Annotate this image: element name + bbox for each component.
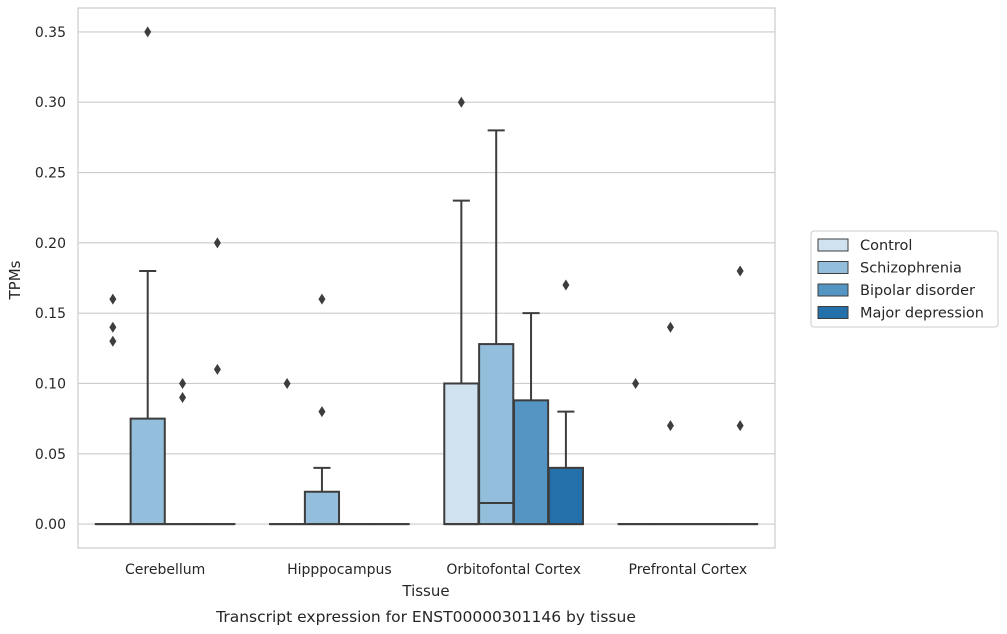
boxes-layer [94,26,759,526]
legend-swatch [817,238,849,252]
legend: Control Schizophrenia Bipolar disorder Majo… [810,230,999,328]
x-tick-label: Cerebellum [125,562,205,578]
legend-items: Control Schizophrenia Bipolar disorder Majo… [817,238,984,322]
box-group [199,237,236,526]
gridlines [78,31,775,525]
box-group [303,293,341,526]
outlier-point [736,265,744,277]
outlier-point [666,321,674,333]
box-group [512,312,550,526]
y-tick-label: 0.20 [35,236,66,252]
box-body [478,343,515,526]
box-body [129,417,166,526]
y-tick-label: 0.15 [35,306,66,322]
outlier-point [666,420,674,432]
box-group [94,293,131,526]
outlier-point [179,377,187,389]
outlier-point [318,406,326,418]
legend-swatch [817,306,849,319]
outlier-point [144,26,152,38]
outlier-point [318,293,326,305]
y-tick-labels: 0.00 0.05 0.10 0.15 0.20 0.25 0.30 0.35 [35,25,66,533]
outlier-point [736,420,744,432]
box-group [478,129,515,526]
box-group [443,96,480,526]
outlier-point [457,96,465,108]
box-body [512,399,550,526]
box-group [722,265,759,526]
legend-frame [810,230,999,328]
y-tick-label: 0.00 [35,517,66,533]
box-body [443,382,480,526]
y-tick-label: 0.35 [35,25,66,41]
legend-label: Bipolar disorder [860,283,975,299]
y-tick-label: 0.05 [35,447,66,463]
outlier-point [283,377,291,389]
y-tick-label: 0.10 [35,376,66,392]
x-tick-label: Hipppocampus [287,562,392,578]
legend-swatch [817,261,849,274]
box-group [617,377,654,526]
outlier-point [179,392,187,404]
outlier-point [562,279,570,291]
legend-label: Control [860,238,912,254]
box-group [547,279,584,526]
box-group [269,377,306,526]
y-axis-label: TPMs [6,260,24,300]
outlier-point [109,293,117,305]
plot-area-frame [77,7,776,549]
y-tick-label: 0.30 [35,95,66,111]
x-tick-label: Orbitofontal Cortex [446,562,581,578]
outlier-point [632,377,640,389]
box-group [129,26,166,526]
outlier-point [213,237,221,249]
legend-swatch [817,283,849,297]
outlier-point [213,363,221,375]
box-group [652,321,689,526]
x-tick-labels: Cerebellum Hipppocampus Orbitofontal Corte… [125,562,747,578]
outlier-point [109,321,117,333]
legend-label: Schizophrenia [860,261,962,277]
box-group [164,377,201,526]
x-tick-label: Prefrontal Cortex [629,562,748,578]
box-body [547,466,584,526]
legend-label: Major depression [860,306,984,322]
box-body [303,490,341,526]
x-axis-label: Tissue [401,582,449,600]
outlier-point [109,335,117,347]
y-tick-label: 0.25 [35,166,66,182]
chart-caption: Transcript expression for ENST0000030114… [215,608,636,626]
